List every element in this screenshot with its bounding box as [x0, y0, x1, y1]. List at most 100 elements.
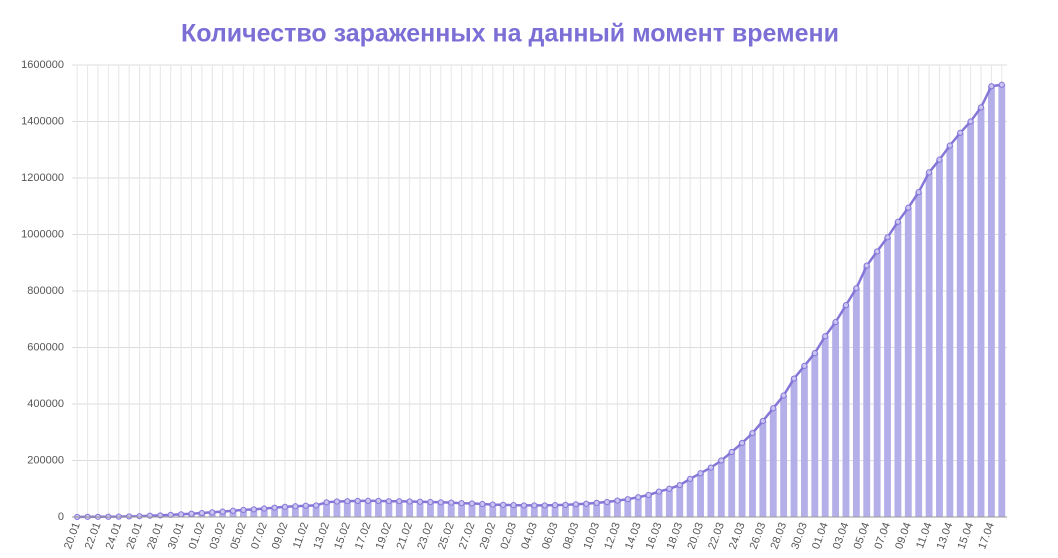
- bar: [718, 461, 725, 518]
- point: [573, 502, 578, 507]
- point: [417, 499, 422, 504]
- point: [282, 504, 287, 509]
- point: [438, 500, 443, 505]
- point: [397, 499, 402, 504]
- point: [251, 507, 256, 512]
- bar: [759, 421, 766, 517]
- bar: [770, 408, 777, 517]
- x-tick-label: 24.03: [727, 521, 748, 551]
- x-tick-label: 25.02: [436, 521, 457, 551]
- point: [563, 502, 568, 507]
- point: [178, 512, 183, 517]
- y-tick-label: 400000: [27, 398, 64, 410]
- x-tick-label: 12.03: [602, 521, 623, 551]
- point: [781, 393, 786, 398]
- x-tick-label: 30.03: [789, 521, 810, 551]
- point: [490, 502, 495, 507]
- y-tick-label: 0: [58, 511, 64, 523]
- x-tick-label: 16.03: [644, 521, 665, 551]
- chart-title: Количество зараженных на данный момент в…: [181, 20, 839, 48]
- y-tick-label: 1400000: [21, 115, 64, 127]
- point: [459, 501, 464, 506]
- point: [615, 498, 620, 503]
- x-tick-label: 07.02: [249, 521, 270, 551]
- x-tick-label: 23.02: [415, 521, 436, 551]
- bar: [957, 133, 964, 517]
- point: [677, 482, 682, 487]
- x-tick-label: 05.04: [852, 521, 873, 551]
- bar: [822, 336, 829, 517]
- x-tick-label: 06.03: [540, 521, 561, 551]
- point: [646, 492, 651, 497]
- point: [469, 501, 474, 506]
- bar: [905, 208, 912, 517]
- point: [771, 406, 776, 411]
- point: [802, 363, 807, 368]
- x-tick-label: 09.02: [270, 521, 291, 551]
- bar: [728, 452, 735, 517]
- x-tick-label: 26.01: [124, 521, 145, 551]
- bar: [894, 222, 901, 517]
- point: [334, 499, 339, 504]
- x-tick-label: 29.02: [478, 521, 499, 551]
- x-tick-label: 20.01: [62, 521, 83, 551]
- point: [999, 82, 1004, 87]
- y-tick-label: 200000: [27, 454, 64, 466]
- bar: [811, 353, 818, 517]
- x-tick-label: 01.02: [187, 521, 208, 551]
- bar: [967, 122, 974, 518]
- point: [355, 498, 360, 503]
- y-tick-label: 1200000: [21, 172, 64, 184]
- point: [127, 514, 132, 519]
- point: [864, 263, 869, 268]
- point: [906, 205, 911, 210]
- bar: [936, 160, 943, 517]
- x-tick-label: 10.03: [581, 521, 602, 551]
- point: [314, 503, 319, 508]
- point: [428, 499, 433, 504]
- point: [854, 286, 859, 291]
- bar: [884, 237, 891, 517]
- bar: [874, 251, 881, 517]
- point: [656, 489, 661, 494]
- x-tick-label: 26.03: [748, 521, 769, 551]
- point: [220, 509, 225, 514]
- point: [989, 84, 994, 89]
- bar: [739, 443, 746, 517]
- bar: [676, 485, 683, 517]
- x-tick-label: 22.01: [83, 521, 104, 551]
- point: [584, 501, 589, 506]
- point: [958, 130, 963, 135]
- point: [833, 319, 838, 324]
- point: [594, 500, 599, 505]
- point: [698, 471, 703, 476]
- trend-line: [77, 85, 1002, 517]
- y-tick-label: 1000000: [21, 228, 64, 240]
- point: [272, 505, 277, 510]
- point: [688, 476, 693, 481]
- x-tick-label: 07.04: [872, 521, 893, 551]
- bar: [666, 489, 673, 517]
- point: [625, 497, 630, 502]
- x-tick-label: 08.03: [561, 521, 582, 551]
- x-tick-label: 28.03: [768, 521, 789, 551]
- x-tick-label: 15.02: [332, 521, 353, 551]
- point: [667, 486, 672, 491]
- point: [262, 506, 267, 511]
- point: [189, 511, 194, 516]
- point: [823, 334, 828, 339]
- x-tick-label: 20.03: [685, 521, 706, 551]
- point: [719, 458, 724, 463]
- bar: [853, 288, 860, 517]
- x-tick-label: 19.02: [374, 521, 395, 551]
- point: [916, 190, 921, 195]
- bar: [832, 322, 839, 517]
- point: [230, 508, 235, 513]
- bar: [998, 85, 1005, 517]
- bar: [946, 146, 953, 517]
- bar: [863, 266, 870, 517]
- x-tick-label: 03.04: [831, 521, 852, 551]
- x-tick-label: 03.02: [207, 521, 228, 551]
- point: [501, 502, 506, 507]
